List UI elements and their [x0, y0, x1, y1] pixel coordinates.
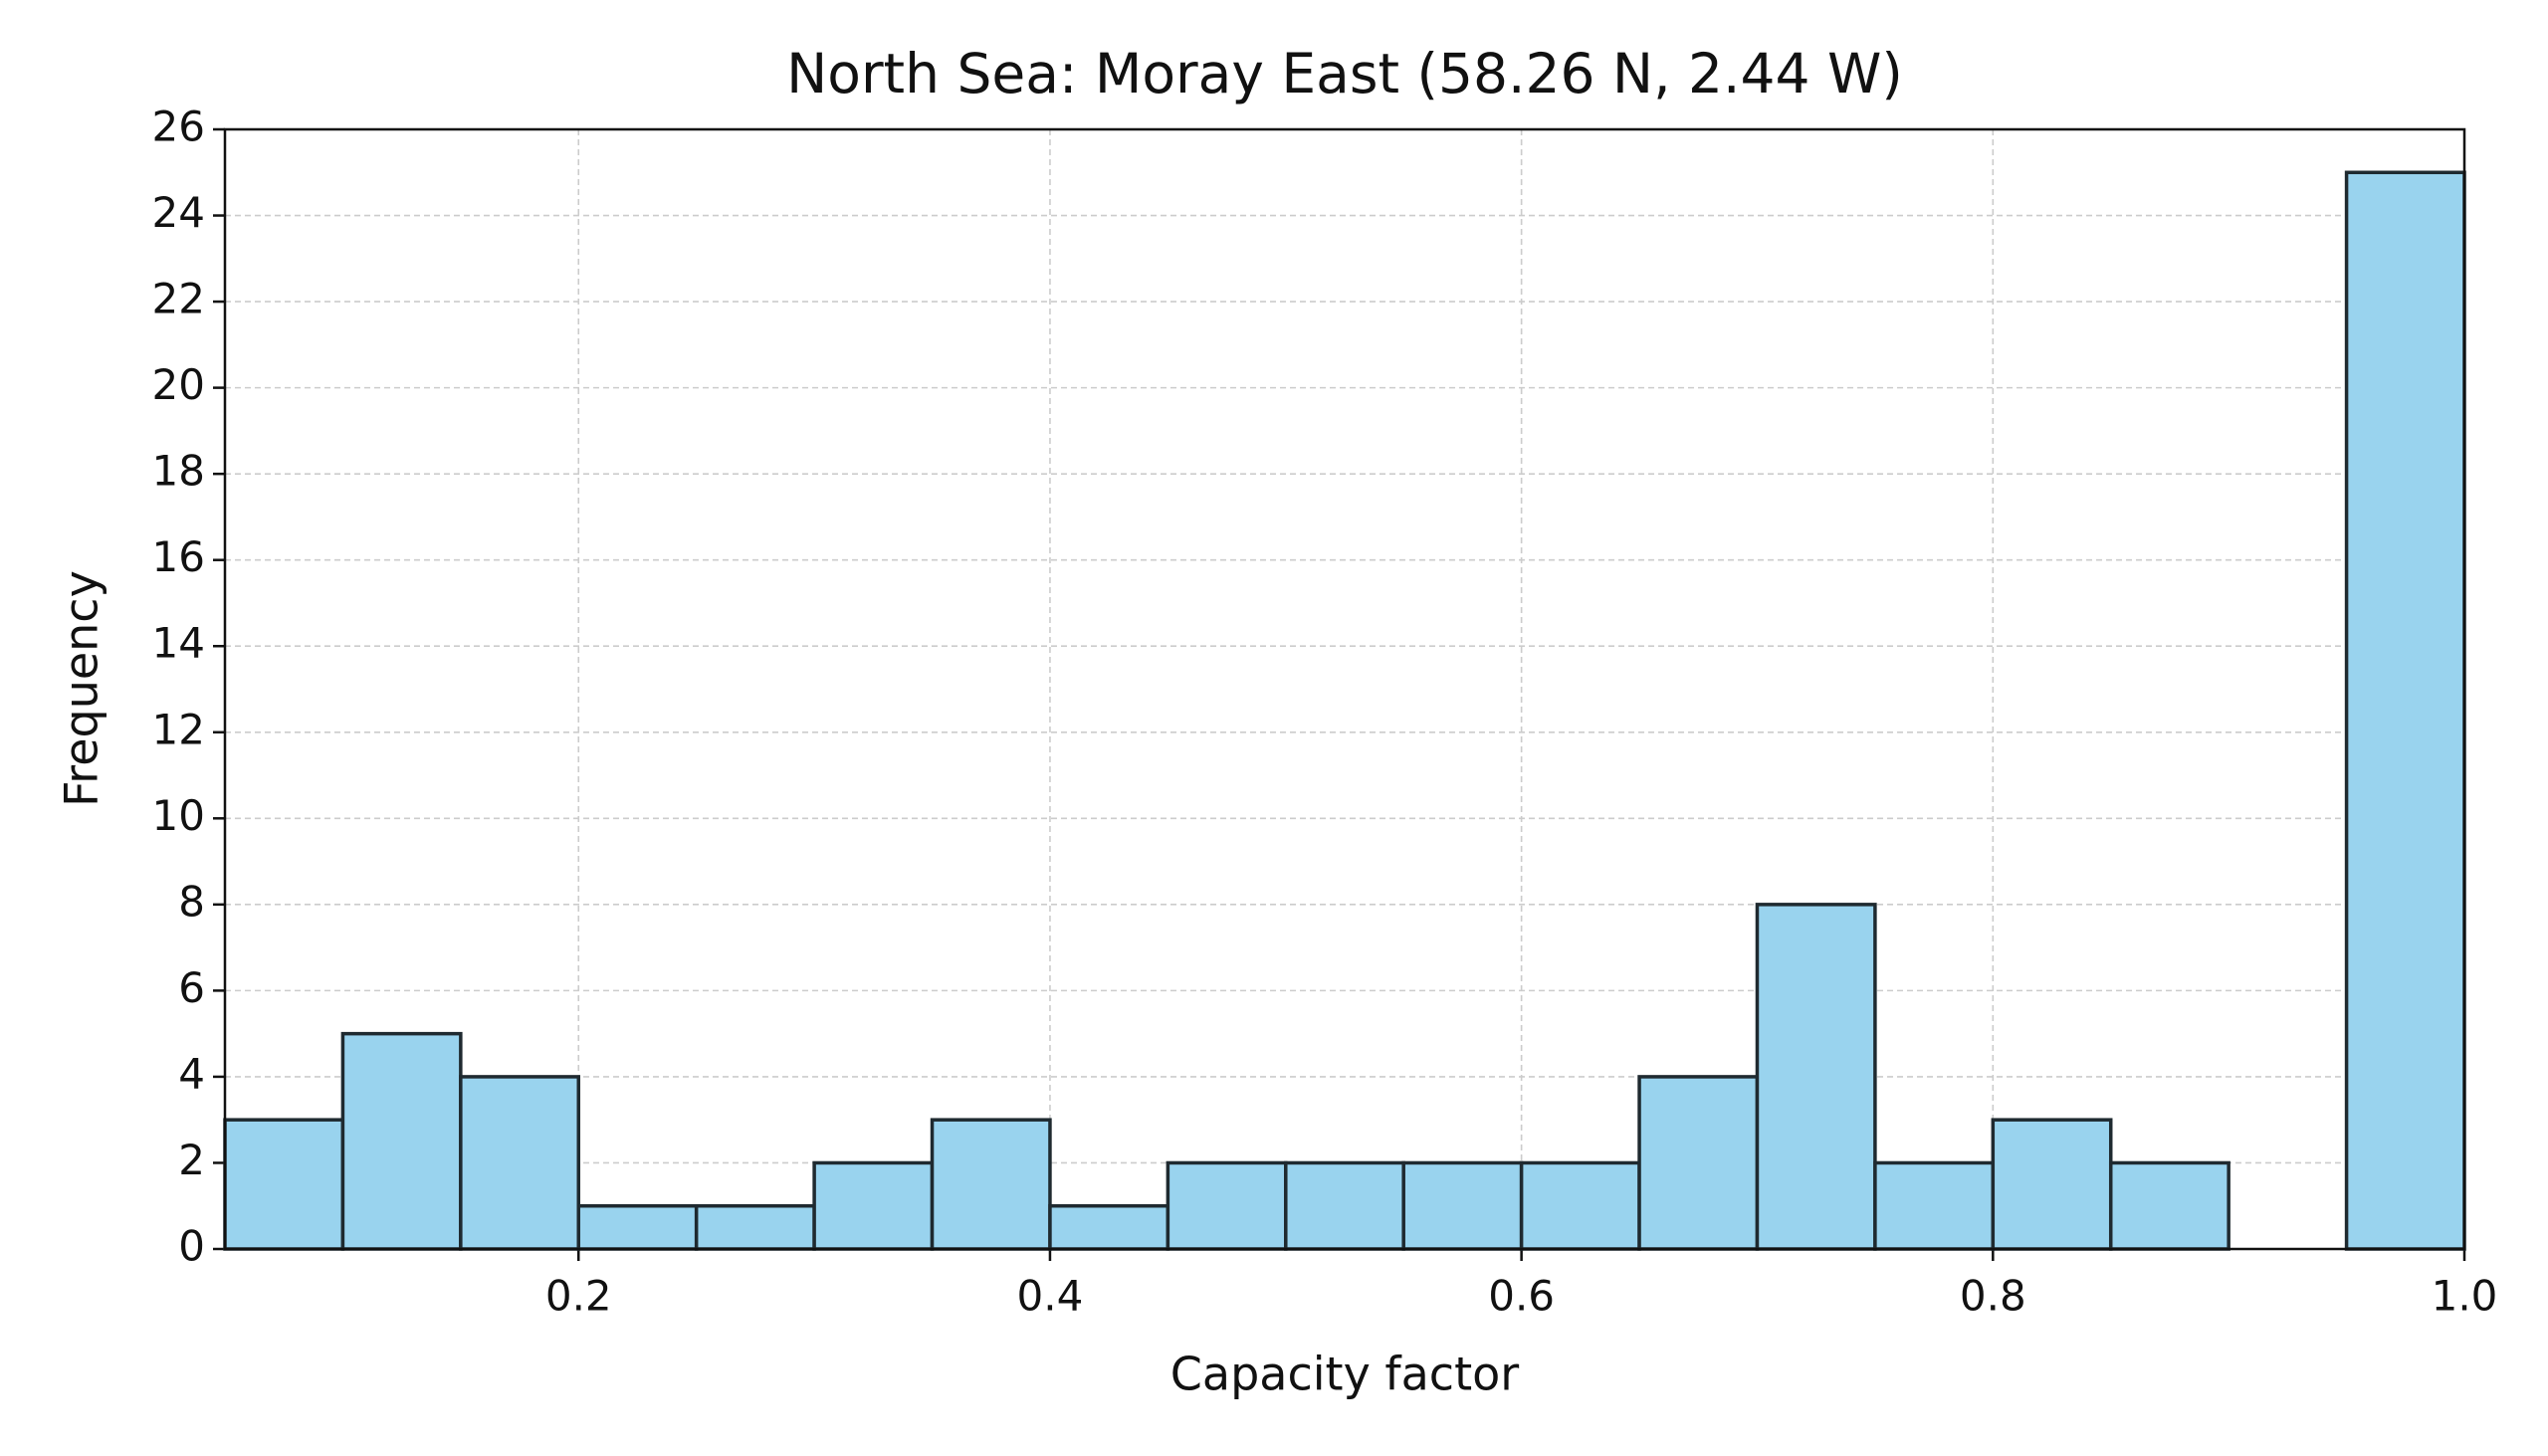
- bar: [223, 1118, 345, 1251]
- y-tick-label: 10: [152, 791, 205, 840]
- bar: [459, 1075, 581, 1251]
- bar: [1401, 1160, 1524, 1251]
- bar: [1284, 1160, 1405, 1251]
- bar: [576, 1203, 699, 1251]
- bar: [1048, 1203, 1170, 1251]
- y-tick-label: 2: [178, 1136, 205, 1184]
- x-tick-label: 0.8: [1960, 1272, 2026, 1321]
- chart-title: North Sea: Moray East (58.26 N, 2.44 W): [786, 42, 1903, 105]
- bar: [1873, 1160, 1996, 1251]
- x-axis-label: Capacity factor: [1170, 1348, 1520, 1401]
- y-tick-label: 18: [152, 447, 205, 496]
- y-tick-label: 6: [178, 963, 205, 1012]
- y-tick-label: 16: [152, 532, 205, 581]
- y-tick-label: 14: [152, 619, 205, 668]
- bar: [2108, 1160, 2230, 1251]
- x-tick-label: 0.2: [545, 1272, 612, 1321]
- bar: [1991, 1118, 2113, 1251]
- bar: [694, 1203, 816, 1251]
- y-tick-label: 8: [178, 877, 205, 926]
- y-tick-label: 26: [152, 103, 205, 151]
- plot-frame: [223, 127, 2466, 1251]
- x-tick-label: 0.4: [1017, 1272, 1084, 1321]
- bar: [1166, 1160, 1288, 1251]
- y-tick-label: 12: [152, 705, 205, 753]
- bar: [1519, 1160, 1641, 1251]
- bar: [340, 1031, 463, 1251]
- y-tick-label: 20: [152, 360, 205, 409]
- x-tick-label: 1.0: [2432, 1272, 2498, 1321]
- y-tick-label: 4: [178, 1049, 205, 1098]
- x-tick-label: 0.6: [1488, 1272, 1555, 1321]
- bar: [1637, 1075, 1760, 1251]
- y-tick-label: 0: [178, 1222, 205, 1271]
- bar: [930, 1118, 1052, 1251]
- bar: [1755, 903, 1877, 1251]
- bar: [812, 1160, 935, 1251]
- bar: [2344, 170, 2466, 1251]
- y-tick-label: 24: [152, 188, 205, 237]
- y-tick-label: 22: [152, 275, 205, 323]
- y-axis-label: Frequency: [55, 570, 108, 807]
